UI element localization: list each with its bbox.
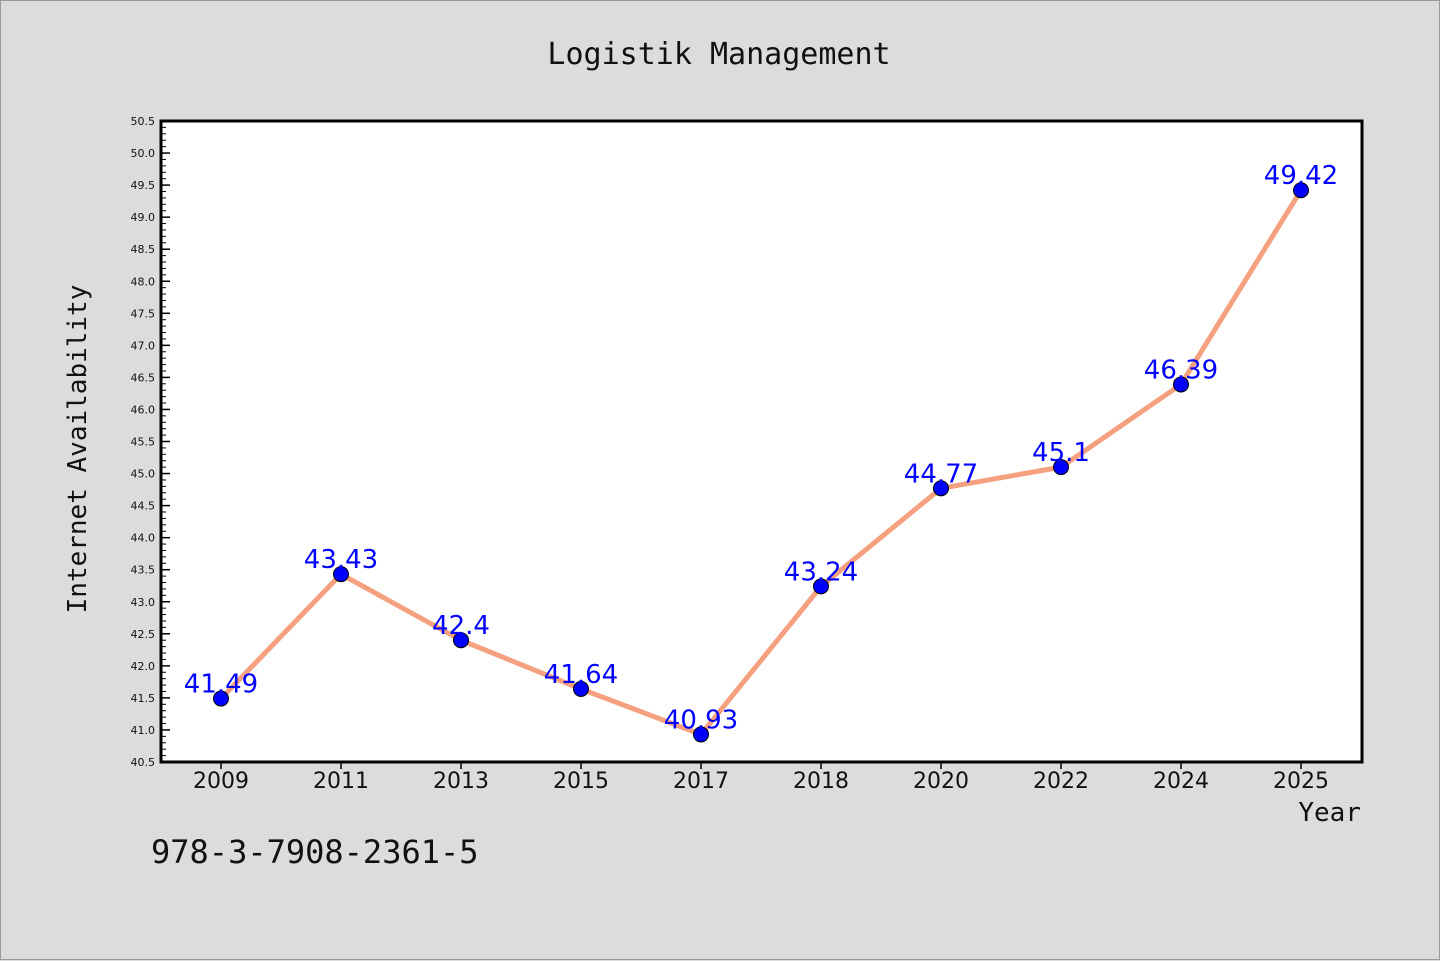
- series-line: [218, 187, 1304, 737]
- data-label: 44.77: [904, 459, 978, 489]
- data-point: [333, 566, 349, 583]
- y-axis: 40.5 41.0 41.5 42.0 42.5 43.0 43.5 44.0 44.5 45.0…: [131, 115, 170, 769]
- y-tick-label: 41.5: [131, 692, 156, 705]
- x-tick-label: 2024: [1153, 769, 1209, 794]
- x-tick-label: 2020: [913, 769, 969, 794]
- data-point: [1293, 182, 1309, 199]
- y-tick-label: 44.5: [131, 500, 156, 513]
- y-tick-label: 44.0: [131, 532, 156, 545]
- y-axis-label: Internet Availability: [63, 285, 93, 614]
- x-tick-label: 2015: [553, 769, 609, 794]
- data-label: 43.43: [304, 545, 378, 575]
- series-markers: [213, 182, 1309, 743]
- y-tick-label: 42.0: [131, 660, 156, 673]
- data-label: 46.39: [1144, 355, 1218, 385]
- chart-title: Logistik Management: [547, 37, 890, 72]
- data-label: 42.4: [432, 611, 490, 641]
- y-tick-label: 42.5: [131, 628, 156, 641]
- y-tick-label: 43.5: [131, 564, 156, 577]
- x-tick-label: 2011: [313, 769, 369, 794]
- data-point: [693, 726, 709, 743]
- x-tick-label: 2018: [793, 769, 849, 794]
- data-label: 45.1: [1032, 438, 1090, 468]
- y-tick-label: 46.0: [131, 403, 156, 416]
- x-tick-label: 2009: [193, 769, 249, 794]
- data-label: 43.24: [784, 557, 858, 587]
- data-point: [213, 690, 229, 707]
- data-point: [1173, 376, 1189, 393]
- x-tick-label: 2017: [673, 769, 729, 794]
- x-tick-label: 2025: [1273, 769, 1329, 794]
- y-tick-label: 49.0: [131, 211, 156, 224]
- y-tick-label: 47.0: [131, 339, 156, 352]
- data-point: [1053, 459, 1069, 476]
- y-tick-label: 48.5: [131, 243, 156, 256]
- y-tick-label: 40.5: [131, 756, 156, 769]
- x-axis-label: Year: [1298, 798, 1361, 828]
- data-labels: 41.49 43.43 42.4 41.64 40.93 43.24 44.77 45.1 46…: [184, 161, 1338, 735]
- x-tick-label: 2013: [433, 769, 489, 794]
- y-tick-label: 48.0: [131, 275, 156, 288]
- y-tick-label: 41.0: [131, 724, 156, 737]
- data-label: 41.64: [544, 660, 618, 690]
- data-label: 41.49: [184, 670, 258, 700]
- data-point: [453, 632, 469, 649]
- x-tick-label: 2022: [1033, 769, 1089, 794]
- y-tick-label: 43.0: [131, 596, 156, 609]
- y-tick-label: 50.5: [131, 115, 156, 128]
- data-label: 40.93: [664, 705, 738, 735]
- data-point: [573, 680, 589, 697]
- isbn-text: 978-3-7908-2361-5: [151, 833, 479, 871]
- y-tick-label: 49.5: [131, 179, 156, 192]
- y-tick-label: 47.5: [131, 307, 156, 320]
- data-label: 49.42: [1264, 161, 1338, 191]
- y-tick-label: 50.0: [131, 147, 156, 160]
- y-tick-label: 45.0: [131, 468, 156, 481]
- data-point: [813, 578, 829, 595]
- data-point: [933, 480, 949, 497]
- y-tick-label: 45.5: [131, 436, 156, 449]
- series-polyline: [218, 187, 1304, 737]
- y-tick-label: 46.5: [131, 371, 156, 384]
- plot-area: [159, 119, 1364, 764]
- x-axis: 2009 2011 2013 2015 2017 2018 2020 2022 2024 2025: [193, 762, 1329, 794]
